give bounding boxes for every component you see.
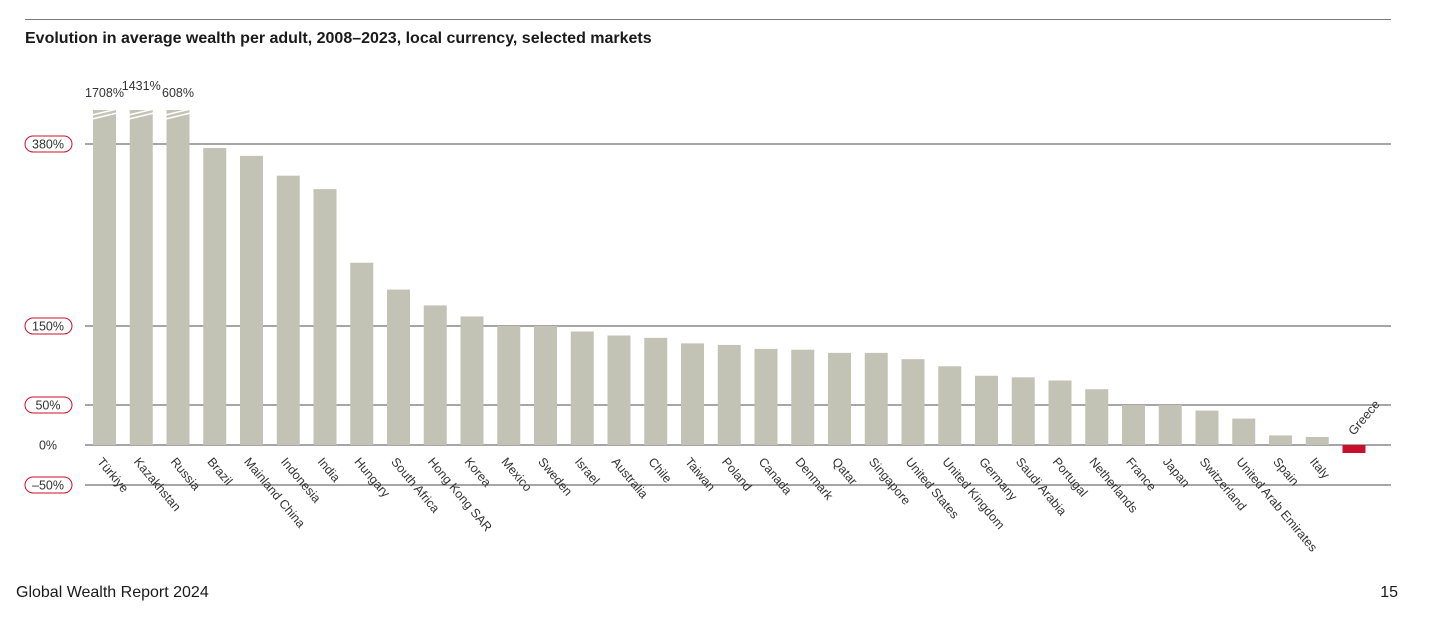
chart-title: Evolution in average wealth per adult, 2… <box>25 30 652 47</box>
bar-south-africa <box>387 289 410 445</box>
bar-germany <box>975 375 998 445</box>
bar-taiwan <box>681 343 704 445</box>
footer-report-title: Global Wealth Report 2024 <box>16 584 209 601</box>
y-tick-label: 50% <box>35 399 60 413</box>
y-tick-label: 380% <box>32 138 64 152</box>
page-number: 15 <box>1380 584 1398 601</box>
y-tick-label: 150% <box>32 320 64 334</box>
category-label-taiwan: Taiwan <box>682 455 718 494</box>
axis-break-mark <box>91 108 118 116</box>
category-label-canada: Canada <box>756 455 795 498</box>
bar-indonesia <box>276 175 300 446</box>
category-label-france: France <box>1123 455 1159 494</box>
bars <box>91 108 1366 453</box>
bar-chart: 380% 150% 50% 0% –50% 1708%1431% 608% Türkiye K… <box>24 79 1391 554</box>
bar-turkiye <box>93 110 116 445</box>
bar-netherlands <box>1085 389 1109 445</box>
category-label-turkiye: Türkiye <box>94 455 131 495</box>
category-label-mexico: Mexico <box>498 455 534 494</box>
y-tick-label: 0% <box>39 439 57 453</box>
bar-brazil <box>203 147 227 445</box>
bar-kazakhstan <box>129 110 153 445</box>
category-label-hungary: Hungary <box>351 455 393 501</box>
bar-hong-kong-sar <box>423 305 447 445</box>
category-label-sweden: Sweden <box>535 455 575 499</box>
bar-korea <box>460 316 484 445</box>
y-tick-pill <box>24 317 73 335</box>
bar-japan <box>1158 405 1182 445</box>
category-label-greece: Greece <box>1346 397 1383 437</box>
value-label-russia: 608% <box>162 86 194 100</box>
axis-break-mark <box>165 108 191 116</box>
axis-break-mark <box>128 112 154 120</box>
bar-denmark <box>791 349 815 445</box>
value-label-kazakhstan: 1431% <box>122 79 161 93</box>
axis-break-mark <box>165 112 191 120</box>
bar-india <box>313 189 337 445</box>
bar-sweden <box>534 326 557 445</box>
bar-hungary <box>350 262 374 445</box>
top-rule <box>25 19 1391 20</box>
bar-switzerland <box>1195 410 1219 445</box>
bar-saudi-arabia <box>1011 377 1035 445</box>
category-label-russia: Russia <box>168 455 203 493</box>
category-label-italy: Italy <box>1307 455 1333 482</box>
bar-canada <box>754 348 778 445</box>
category-label-hong-kong-sar: Hong Kong SAR <box>425 455 495 534</box>
category-label-korea: Korea <box>462 455 494 490</box>
bar-russia <box>166 110 190 445</box>
y-tick-pill <box>24 476 73 494</box>
category-label-india: India <box>315 455 343 485</box>
bar-united-kingdom <box>938 366 962 445</box>
y-tick-pill <box>24 396 73 414</box>
bar-chile <box>644 337 668 445</box>
category-label-poland: Poland <box>719 455 755 494</box>
bar-greece <box>1342 445 1366 453</box>
bar-mexico <box>497 326 521 445</box>
bar-france <box>1122 405 1145 445</box>
category-label-israel: Israel <box>572 455 602 487</box>
category-label-brazil: Brazil <box>204 455 235 488</box>
bar-spain <box>1269 435 1292 445</box>
bar-united-states <box>901 359 925 445</box>
bar-qatar <box>828 352 851 445</box>
bar-australia <box>607 335 631 445</box>
bar-mainland-china <box>240 155 263 445</box>
value-label-turkiye: 1708% <box>85 86 124 100</box>
category-label-denmark: Denmark <box>792 455 836 503</box>
bar-portugal <box>1048 380 1072 445</box>
y-tick-pill <box>24 135 73 153</box>
axis-break-mark <box>128 108 154 116</box>
category-label-chile: Chile <box>645 455 674 486</box>
category-label-spain: Spain <box>1270 455 1301 489</box>
gridlines: 380% 150% 50% 0% –50% <box>24 135 1391 494</box>
bar-israel <box>570 331 594 445</box>
bar-united-arab-emirates <box>1232 418 1256 445</box>
bar-singapore <box>864 352 888 445</box>
axis-break-mark <box>91 112 118 120</box>
bar-poland <box>717 344 741 445</box>
y-tick-label: –50% <box>32 479 64 493</box>
category-label-australia: Australia <box>609 455 651 501</box>
category-label-qatar: Qatar <box>829 455 860 488</box>
bar-italy <box>1305 437 1329 445</box>
